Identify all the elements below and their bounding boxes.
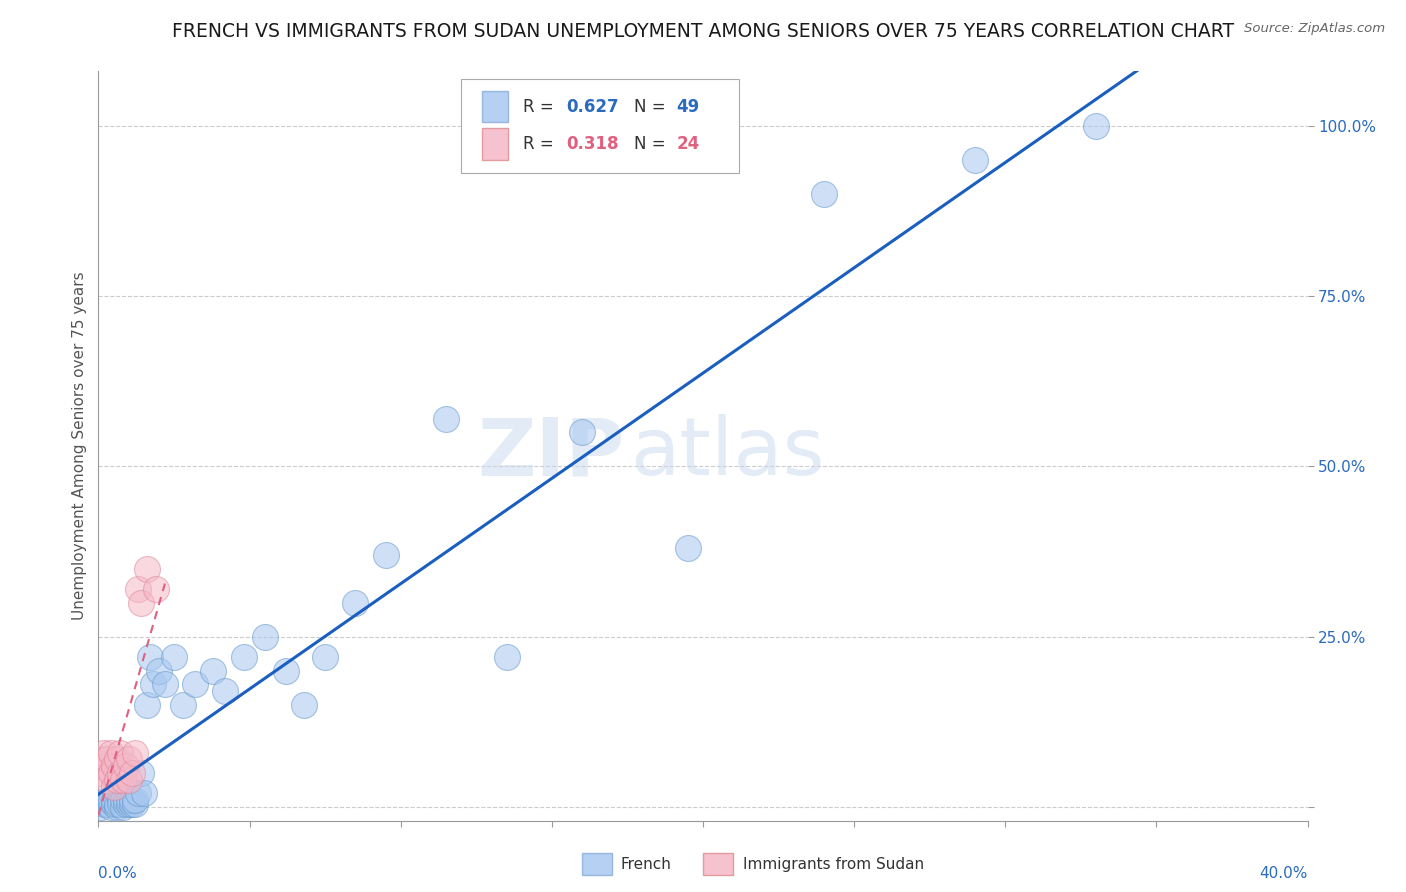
Point <box>90 766 112 780</box>
Point <box>127 786 149 800</box>
Point <box>90 752 112 766</box>
Point <box>96 797 118 811</box>
Point <box>129 596 152 610</box>
Point <box>96 772 118 787</box>
Point <box>344 596 367 610</box>
Point <box>135 561 157 575</box>
Point <box>111 772 134 787</box>
Text: Immigrants from Sudan: Immigrants from Sudan <box>742 856 924 871</box>
Text: FRENCH VS IMMIGRANTS FROM SUDAN UNEMPLOYMENT AMONG SENIORS OVER 75 YEARS CORRELA: FRENCH VS IMMIGRANTS FROM SUDAN UNEMPLOY… <box>172 22 1234 41</box>
Point <box>214 684 236 698</box>
Point <box>105 797 128 811</box>
Text: ZIP: ZIP <box>477 415 624 492</box>
Text: N =: N = <box>634 135 671 153</box>
Point <box>495 650 517 665</box>
Point <box>127 582 149 596</box>
Point <box>172 698 194 712</box>
Point <box>153 677 176 691</box>
Point <box>105 800 128 814</box>
FancyBboxPatch shape <box>582 853 613 875</box>
Point <box>90 800 112 814</box>
Point <box>93 746 115 760</box>
Text: French: French <box>621 856 672 871</box>
Text: R =: R = <box>523 97 558 116</box>
Point <box>124 793 146 807</box>
Point <box>105 752 128 766</box>
Text: 49: 49 <box>676 97 700 116</box>
Point <box>202 664 225 678</box>
Text: atlas: atlas <box>630 415 825 492</box>
Point <box>121 766 143 780</box>
Point <box>965 153 987 167</box>
Point <box>139 650 162 665</box>
Point <box>274 664 297 678</box>
Point <box>124 797 146 811</box>
Point <box>121 793 143 807</box>
Text: N =: N = <box>634 97 671 116</box>
Point <box>571 425 593 440</box>
Point <box>142 677 165 691</box>
FancyBboxPatch shape <box>461 78 740 172</box>
Text: 0.318: 0.318 <box>567 135 619 153</box>
Y-axis label: Unemployment Among Seniors over 75 years: Unemployment Among Seniors over 75 years <box>72 272 87 620</box>
Point <box>108 746 131 760</box>
FancyBboxPatch shape <box>482 91 509 122</box>
FancyBboxPatch shape <box>482 128 509 160</box>
Point <box>111 800 134 814</box>
Text: 40.0%: 40.0% <box>1260 865 1308 880</box>
Point <box>148 664 170 678</box>
Point <box>253 630 276 644</box>
Point <box>108 793 131 807</box>
Point <box>103 759 125 773</box>
Point <box>118 797 141 811</box>
Text: Source: ZipAtlas.com: Source: ZipAtlas.com <box>1244 22 1385 36</box>
Point <box>121 797 143 811</box>
Point <box>93 759 115 773</box>
Point <box>292 698 315 712</box>
Point <box>145 582 167 596</box>
Point <box>813 186 835 201</box>
Point <box>100 793 122 807</box>
Point <box>118 752 141 766</box>
Text: 24: 24 <box>676 135 700 153</box>
Point <box>100 800 122 814</box>
Point <box>118 793 141 807</box>
Point <box>163 650 186 665</box>
Point <box>108 766 131 780</box>
Point <box>114 759 136 773</box>
Point <box>96 752 118 766</box>
Text: 0.0%: 0.0% <box>98 865 138 880</box>
Point <box>114 797 136 811</box>
Point <box>232 650 254 665</box>
Point <box>111 793 134 807</box>
Point <box>103 797 125 811</box>
Point <box>132 786 155 800</box>
Point <box>93 797 115 811</box>
Point <box>184 677 207 691</box>
Point <box>96 793 118 807</box>
Point <box>314 650 336 665</box>
Point <box>124 746 146 760</box>
Text: R =: R = <box>523 135 558 153</box>
Point <box>135 698 157 712</box>
Point <box>103 793 125 807</box>
Text: 0.627: 0.627 <box>567 97 619 116</box>
Point <box>676 541 699 556</box>
Point <box>1085 119 1108 133</box>
Point <box>118 772 141 787</box>
Point <box>103 780 125 794</box>
Point <box>108 797 131 811</box>
Point <box>100 746 122 760</box>
Point <box>100 766 122 780</box>
Point <box>114 793 136 807</box>
Point <box>105 772 128 787</box>
Point <box>374 548 396 562</box>
Point <box>434 411 457 425</box>
Point <box>129 766 152 780</box>
FancyBboxPatch shape <box>703 853 734 875</box>
